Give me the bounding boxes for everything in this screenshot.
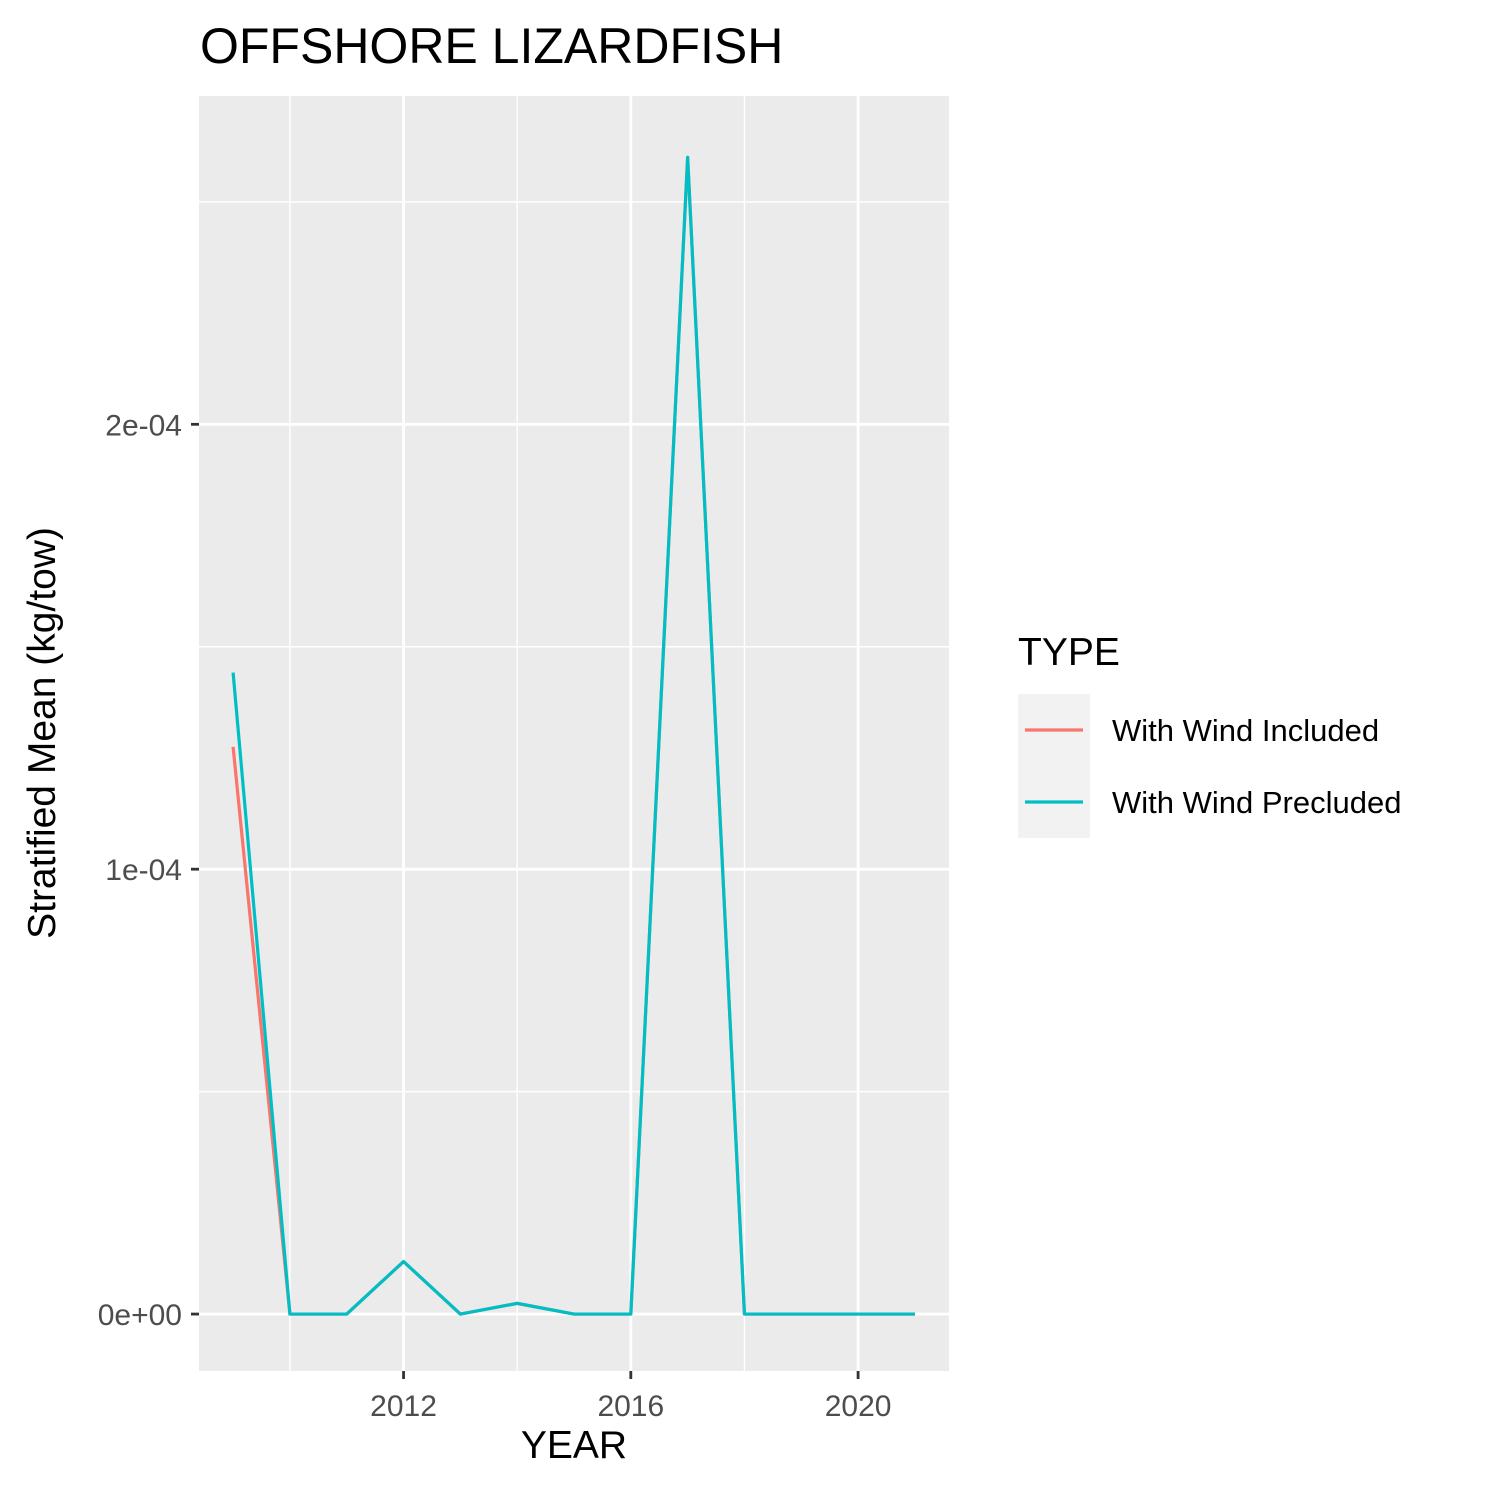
series-lines xyxy=(231,155,915,1316)
y-axis: 0e+00 1e-04 2e-04 xyxy=(98,409,199,1332)
y-tick-label: 0e+00 xyxy=(98,1299,182,1332)
legend-label-with-wind-precluded: With Wind Precluded xyxy=(1112,785,1401,820)
chart-title: OFFSHORE LIZARDFISH xyxy=(200,18,783,74)
y-tick-label: 2e-04 xyxy=(105,409,182,442)
y-tick-label: 1e-04 xyxy=(105,854,182,887)
legend-title: TYPE xyxy=(1018,631,1120,674)
x-tick-label: 2020 xyxy=(825,1390,892,1423)
legend-items: With Wind Included With Wind Precluded xyxy=(1025,713,1401,820)
minor-gridlines xyxy=(199,96,949,1371)
x-tick-label: 2016 xyxy=(597,1390,664,1423)
legend: TYPE With Wind Included With Wind Preclud… xyxy=(1018,631,1401,838)
legend-label-with-wind-included: With Wind Included xyxy=(1112,713,1379,748)
y-axis-title: Stratified Mean (kg/tow) xyxy=(21,527,64,939)
series-line-with-wind-precluded xyxy=(231,155,915,1316)
plot-panel xyxy=(199,96,949,1371)
x-tick-label: 2012 xyxy=(370,1390,437,1423)
x-axis: 2012 2016 2020 xyxy=(370,1371,891,1423)
x-axis-title: YEAR xyxy=(521,1424,627,1467)
legend-key-background xyxy=(1018,694,1090,838)
